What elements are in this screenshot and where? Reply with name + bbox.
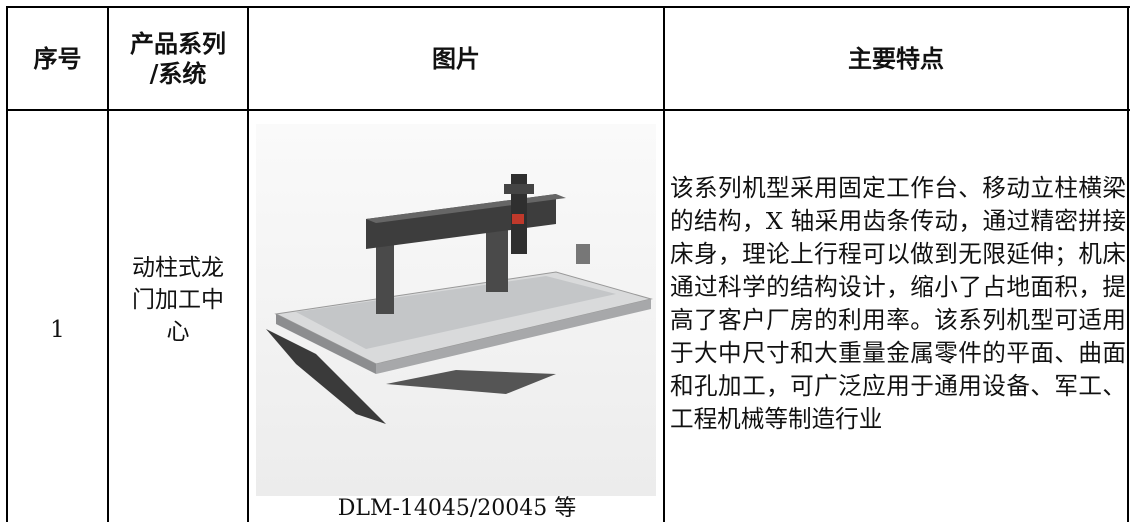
border xyxy=(6,109,1130,111)
header-cell: 序号 xyxy=(8,8,107,110)
header-text: 主要特点 xyxy=(848,44,944,73)
product-image xyxy=(256,124,656,496)
header-text: 序号 xyxy=(33,44,82,73)
header-cell: 产品系列/系统 xyxy=(109,8,247,110)
header-text: 产品系列 xyxy=(130,29,226,58)
border xyxy=(6,6,8,522)
features-text: 该系列机型采用固定工作台、移动立柱横梁的结构，X 轴采用齿条传动，通过精密拼接床… xyxy=(670,174,1126,433)
image-caption: DLM-14045/20045 等 xyxy=(337,496,577,521)
border xyxy=(6,6,1130,8)
border xyxy=(663,6,665,522)
product-name: 动柱式龙门加工中心 xyxy=(132,255,224,345)
index-cell: 1 xyxy=(8,280,107,380)
header-cell: 主要特点 xyxy=(665,8,1127,110)
border xyxy=(1127,6,1129,522)
border xyxy=(247,6,249,522)
header-text: 图片 xyxy=(432,44,480,73)
header-cell: 图片 xyxy=(249,8,663,110)
name-cell: 动柱式龙门加工中心 xyxy=(109,240,247,360)
index: 1 xyxy=(50,317,65,343)
border xyxy=(107,6,109,522)
header-text: /系统 xyxy=(149,59,207,88)
